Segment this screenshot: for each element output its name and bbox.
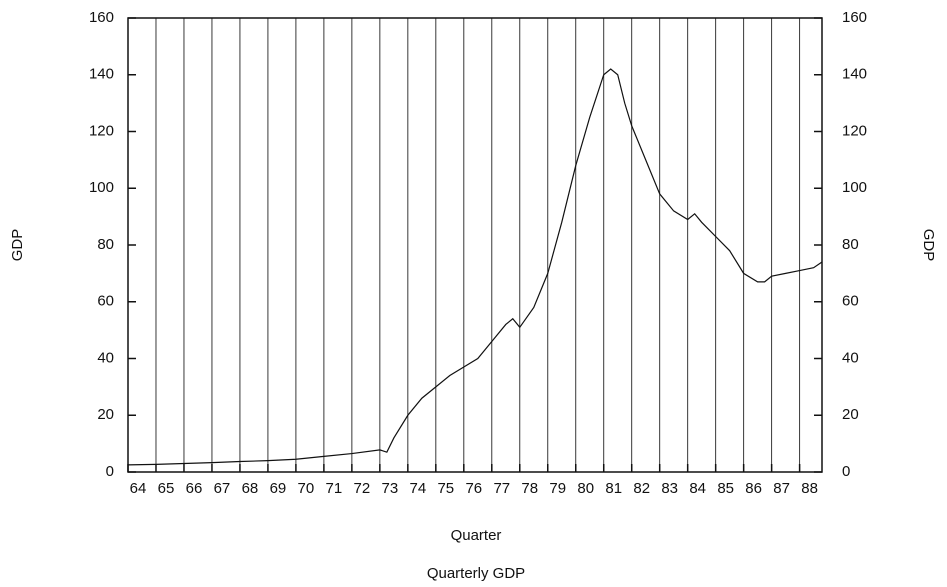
y-tick-label: 40 <box>97 349 114 366</box>
x-tick-label: 81 <box>605 480 622 497</box>
x-tick-label: 83 <box>661 480 678 497</box>
x-tick-label: 79 <box>549 480 566 497</box>
x-tick-label: 75 <box>437 480 454 497</box>
x-tick-label: 67 <box>214 480 231 497</box>
y-tick-label: 0 <box>106 463 114 480</box>
y2-tick-label: 80 <box>842 236 859 253</box>
data-line <box>127 68 823 466</box>
y-axis-label: GDP <box>9 229 26 262</box>
y-tick-label: 60 <box>97 293 114 310</box>
y-tick-label: 120 <box>89 122 114 139</box>
y2-tick-label: 40 <box>842 349 859 366</box>
y-tick-label: 20 <box>97 406 114 423</box>
y2-tick-label: 60 <box>842 293 859 310</box>
x-tick-label: 86 <box>745 480 762 497</box>
x-tick-label: 78 <box>521 480 538 497</box>
x-tick-label: 85 <box>717 480 734 497</box>
y2-tick-label: 160 <box>842 9 867 26</box>
x-tick-label: 66 <box>186 480 203 497</box>
y2-tick-label: 0 <box>842 463 850 480</box>
x-tick-label: 80 <box>577 480 594 497</box>
x-tick-label: 74 <box>409 480 426 497</box>
x-tick-label: 64 <box>130 480 147 497</box>
x-tick-label: 69 <box>270 480 287 497</box>
y2-tick-label: 120 <box>842 122 867 139</box>
x-tick-label: 88 <box>801 480 818 497</box>
x-tick-label: 84 <box>689 480 706 497</box>
x-tick-label: 70 <box>298 480 315 497</box>
x-tick-label: 72 <box>354 480 371 497</box>
y2-tick-label: 20 <box>842 406 859 423</box>
chart-title: Quarterly GDP <box>427 565 525 582</box>
x-tick-label: 68 <box>242 480 259 497</box>
y-tick-label: 100 <box>89 179 114 196</box>
x-tick-label: 65 <box>158 480 175 497</box>
y-tick-label: 140 <box>89 66 114 83</box>
x-tick-label: 71 <box>326 480 343 497</box>
x-axis-label: Quarter <box>451 527 502 544</box>
x-tick-label: 77 <box>493 480 510 497</box>
y2-tick-label: 100 <box>842 179 867 196</box>
x-tick-label: 82 <box>633 480 650 497</box>
y-tick-label: 160 <box>89 9 114 26</box>
y2-axis-label: GDP <box>920 229 937 262</box>
x-tick-label: 76 <box>465 480 482 497</box>
y2-tick-label: 140 <box>842 66 867 83</box>
x-tick-label: 73 <box>382 480 399 497</box>
plot-frame <box>127 17 823 473</box>
x-tick-label: 87 <box>773 480 790 497</box>
y-tick-label: 80 <box>97 236 114 253</box>
